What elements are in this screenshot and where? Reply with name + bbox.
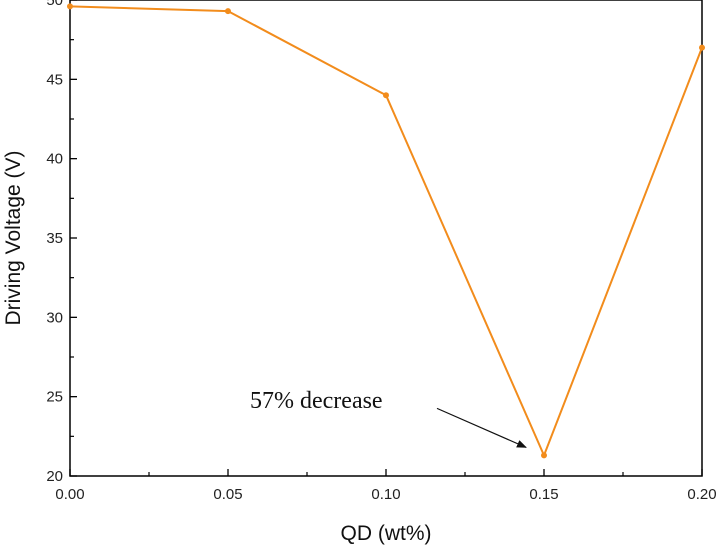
y-tick-label: 50 <box>46 0 63 9</box>
plot-frame <box>69 0 703 477</box>
series-layer <box>67 3 705 459</box>
x-tick-label: 0.00 <box>55 486 84 503</box>
x-tick-label: 0.05 <box>213 486 242 503</box>
data-point <box>699 44 705 51</box>
series-line <box>69 5 703 457</box>
annotation-layer: 57% decrease <box>250 388 527 448</box>
y-tick-label: 25 <box>46 389 63 406</box>
x-tick-label: 0.20 <box>687 486 716 503</box>
y-tick-label: 40 <box>46 151 63 168</box>
x-tick-label: 0.10 <box>371 486 400 503</box>
x-axis-ticks: 0.00 0.05 0.10 0.15 0.20 <box>55 469 717 503</box>
x-tick-label: 0.15 <box>529 486 558 503</box>
data-point <box>67 3 73 10</box>
x-axis-title: QD (wt%) <box>341 522 432 545</box>
y-tick-label: 35 <box>46 230 63 247</box>
data-point <box>541 452 547 459</box>
y-tick-label: 30 <box>46 309 63 326</box>
y-axis-title: Driving Voltage (V) <box>2 150 25 325</box>
y-tick-label: 20 <box>46 468 63 485</box>
data-point <box>383 92 389 99</box>
data-point <box>225 8 231 15</box>
y-axis-ticks: 20 25 30 35 40 45 50 <box>46 0 77 485</box>
y-tick-label: 45 <box>46 71 63 88</box>
annotation-arrow <box>436 407 527 448</box>
annotation-text: 57% decrease <box>250 388 383 414</box>
